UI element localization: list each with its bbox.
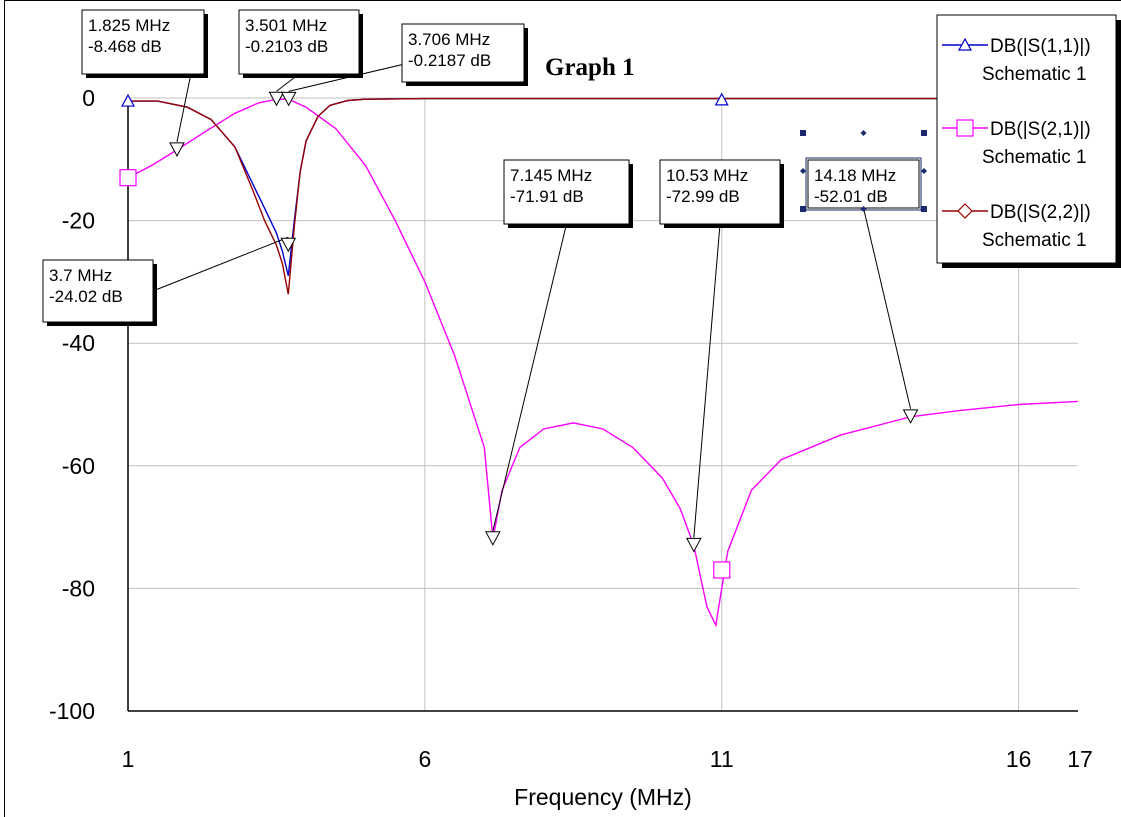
x-tick-labels: 1 6 11 16 17 xyxy=(122,746,1093,772)
legend[interactable]: DB(|S(1,1)|) Schematic 1 DB(|S(2,1)|) Schem… xyxy=(936,14,1121,268)
series-1-marker xyxy=(120,93,136,107)
frame-left-border xyxy=(4,0,5,817)
legend-series-name: DB(|S(1,1)|) xyxy=(990,36,1091,57)
series-2-marker xyxy=(713,561,731,579)
annotation-leader-line xyxy=(492,223,567,531)
y-tick-label: -100 xyxy=(49,698,95,724)
annotation-box xyxy=(238,9,360,75)
annotation-marker-triangle xyxy=(902,409,919,424)
selection-handle xyxy=(800,130,806,136)
selection-handle xyxy=(860,206,867,212)
legend-series-name: DB(|S(2,2)|) xyxy=(990,202,1091,223)
frame-top-border xyxy=(4,0,1121,1)
selection-handle xyxy=(921,130,927,136)
x-tick-label: 11 xyxy=(710,746,734,772)
annotation-leader-line xyxy=(693,223,721,538)
annotation-marker-triangle xyxy=(280,91,297,107)
series-line-2 xyxy=(127,98,1079,628)
annotation-line-1: 10.53 MHz xyxy=(666,166,748,185)
marker-annotation[interactable]: 14.18 MHz -52.01 dB xyxy=(807,159,920,424)
annotation-line-1: 14.18 MHz xyxy=(814,166,896,185)
annotation-selection-handles[interactable] xyxy=(800,130,927,212)
annotation-line-1: 3.706 MHz xyxy=(408,30,490,49)
annotation-box xyxy=(659,159,781,225)
marker-annotation[interactable]: 1.825 MHz -8.468 dB xyxy=(81,9,208,157)
annotation-line-2: -71.91 dB xyxy=(510,187,584,206)
annotation-box xyxy=(42,259,154,323)
annotation-leader-line xyxy=(288,64,403,92)
annotation-box xyxy=(81,9,205,75)
annotation-box xyxy=(807,159,920,209)
legend-item-3[interactable]: DB(|S(2,2)|) Schematic 1 xyxy=(942,202,1091,251)
marker-annotation[interactable]: 10.53 MHz -72.99 dB xyxy=(659,159,784,553)
x-tick-label: 6 xyxy=(418,746,431,772)
selection-handle xyxy=(921,206,927,212)
y-tick-labels: 0 -20 -40 -60 -80 -100 xyxy=(49,85,95,724)
x-tick-label: 1 xyxy=(122,746,135,772)
annotation-marker-triangle xyxy=(686,537,702,553)
annotation-marker-triangle xyxy=(169,142,185,157)
legend-swatch-marker xyxy=(957,37,973,51)
marker-annotation[interactable]: 3.7 MHz -24.02 dB xyxy=(42,236,297,326)
legend-swatch-marker xyxy=(957,203,973,219)
y-tick-label: 0 xyxy=(82,85,95,111)
legend-series-source: Schematic 1 xyxy=(982,147,1087,168)
selection-handle xyxy=(800,206,806,212)
annotation-line-2: -72.99 dB xyxy=(666,187,740,206)
annotation-box xyxy=(401,23,525,83)
y-tick-label: -40 xyxy=(62,330,95,356)
legend-series-source: Schematic 1 xyxy=(982,230,1087,251)
marker-annotation[interactable]: 3.501 MHz -0.2103 dB xyxy=(238,9,363,107)
x-tick-label: 16 xyxy=(1006,746,1032,772)
x-tick-label: 17 xyxy=(1067,746,1093,772)
series-layer xyxy=(119,92,1079,628)
selection-handle xyxy=(921,168,927,174)
annotation-leader-line xyxy=(152,236,289,292)
series-2-marker xyxy=(119,169,137,187)
marker-annotation[interactable]: 3.706 MHz -0.2187 dB xyxy=(280,23,528,107)
annotation-line-2: -8.468 dB xyxy=(88,37,162,56)
annotation-line-1: 3.7 MHz xyxy=(49,266,112,285)
annotation-line-2: -24.02 dB xyxy=(49,287,123,306)
annotation-line-1: 7.145 MHz xyxy=(510,166,592,185)
selection-handle xyxy=(860,130,867,136)
selection-handle xyxy=(800,168,806,174)
legend-swatch-marker xyxy=(956,119,974,137)
annotation-layer: 1.825 MHz-8.468 dB3.501 MHz-0.2103 dB 3.7… xyxy=(42,9,920,553)
annotation-leader-line xyxy=(863,207,912,409)
annotation-box xyxy=(503,159,630,225)
chart-title: Graph 1 xyxy=(545,54,635,81)
annotation-line-2: -52.01 dB xyxy=(814,187,888,206)
series-1-marker xyxy=(714,92,729,106)
annotation-line-2: -0.2187 dB xyxy=(408,51,491,70)
y-tick-label: -80 xyxy=(62,575,95,601)
y-tick-label: -60 xyxy=(62,453,95,479)
annotation-marker-triangle xyxy=(485,531,501,546)
legend-series-source: Schematic 1 xyxy=(982,64,1087,85)
legend-series-name: DB(|S(2,1)|) xyxy=(990,119,1091,140)
annotation-line-1: 1.825 MHz xyxy=(88,16,170,35)
annotation-marker-triangle xyxy=(268,91,285,107)
legend-item-2[interactable]: DB(|S(2,1)|) Schematic 1 xyxy=(942,119,1091,168)
annotation-line-1: 3.501 MHz xyxy=(245,16,327,35)
legend-box xyxy=(936,14,1117,264)
marker-annotation[interactable]: 7.145 MHz -71.91 dB xyxy=(485,159,633,546)
annotation-marker-triangle xyxy=(280,237,297,253)
annotation-line-2: -0.2103 dB xyxy=(245,37,328,56)
x-axis-title: Frequency (MHz) xyxy=(514,784,692,810)
y-tick-label: -20 xyxy=(62,208,95,234)
legend-item-1[interactable]: DB(|S(1,1)|) Schematic 1 xyxy=(942,36,1091,85)
series-line-3 xyxy=(128,97,1078,295)
